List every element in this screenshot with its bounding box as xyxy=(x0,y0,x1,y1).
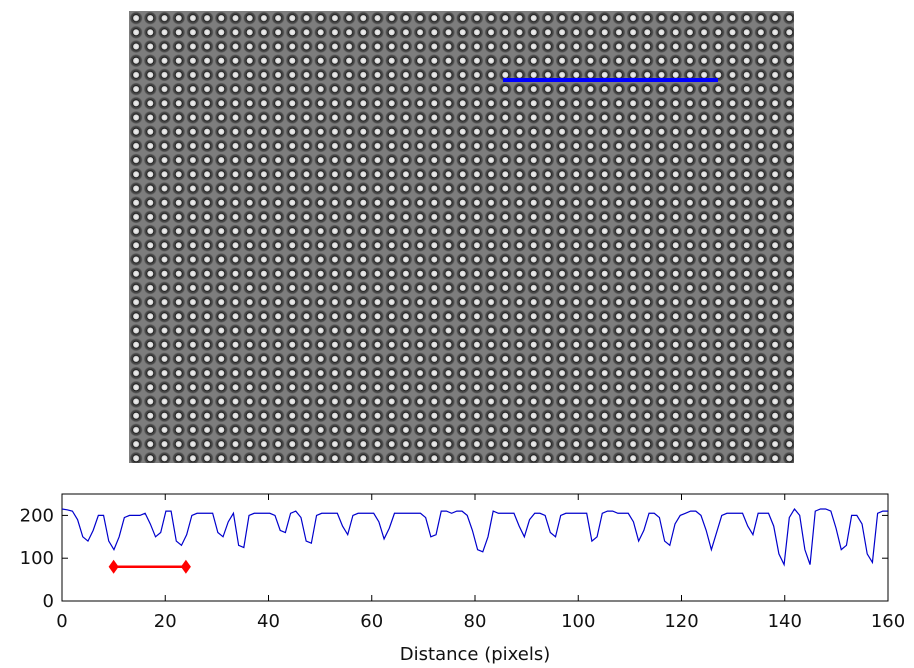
lattice-micrograph xyxy=(129,11,794,463)
plot-border xyxy=(61,493,889,602)
x-tick-label: 160 xyxy=(871,611,905,632)
y-tick-label: 100 xyxy=(20,548,54,569)
x-tick-label: 20 xyxy=(154,611,177,632)
x-tick-label: 140 xyxy=(768,611,802,632)
period-marker-start xyxy=(108,559,119,574)
x-tick-label: 120 xyxy=(664,611,698,632)
x-tick-label: 60 xyxy=(360,611,383,632)
x-tick-label: 100 xyxy=(561,611,595,632)
x-tick-label: 0 xyxy=(56,611,67,632)
x-tick-label: 80 xyxy=(464,611,487,632)
x-axis-ticks: 0 20 40 60 80 100 120 140 160 xyxy=(56,494,905,632)
period-marker xyxy=(108,559,191,574)
x-tick-label: 40 xyxy=(257,611,280,632)
period-marker-end xyxy=(180,559,191,574)
y-tick-label: 200 xyxy=(20,505,54,526)
y-axis-ticks: 0 100 200 xyxy=(20,505,888,612)
intensity-series-line xyxy=(61,507,888,567)
plot-frame xyxy=(61,493,889,602)
x-axis-label: Distance (pixels) xyxy=(400,644,550,665)
y-tick-label: 0 xyxy=(43,591,54,612)
lattice-texture xyxy=(129,11,794,463)
